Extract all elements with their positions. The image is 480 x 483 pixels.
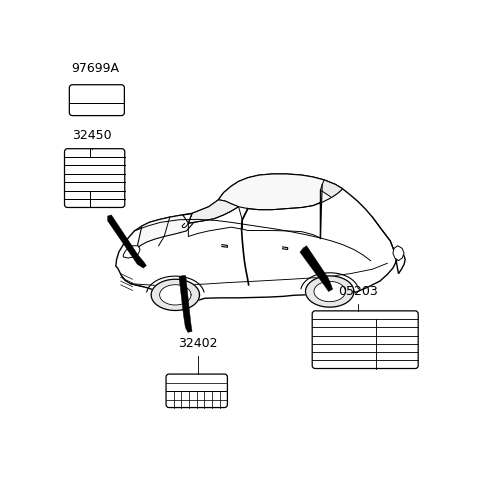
FancyBboxPatch shape xyxy=(69,85,124,115)
Polygon shape xyxy=(179,275,192,332)
Polygon shape xyxy=(314,282,346,302)
FancyBboxPatch shape xyxy=(64,149,125,208)
Polygon shape xyxy=(218,174,343,210)
Polygon shape xyxy=(320,180,343,198)
Text: 32450: 32450 xyxy=(72,128,111,142)
Polygon shape xyxy=(151,279,200,311)
Polygon shape xyxy=(123,246,140,258)
Polygon shape xyxy=(136,215,194,251)
Polygon shape xyxy=(160,284,191,305)
Polygon shape xyxy=(108,215,146,268)
FancyBboxPatch shape xyxy=(312,311,418,369)
Text: 05203: 05203 xyxy=(338,285,377,298)
Polygon shape xyxy=(116,174,405,302)
Polygon shape xyxy=(300,246,333,292)
Polygon shape xyxy=(306,276,354,307)
Polygon shape xyxy=(393,246,404,261)
Polygon shape xyxy=(188,200,239,223)
Text: 32402: 32402 xyxy=(178,337,217,350)
Text: 97699A: 97699A xyxy=(72,62,120,75)
FancyBboxPatch shape xyxy=(166,374,228,408)
